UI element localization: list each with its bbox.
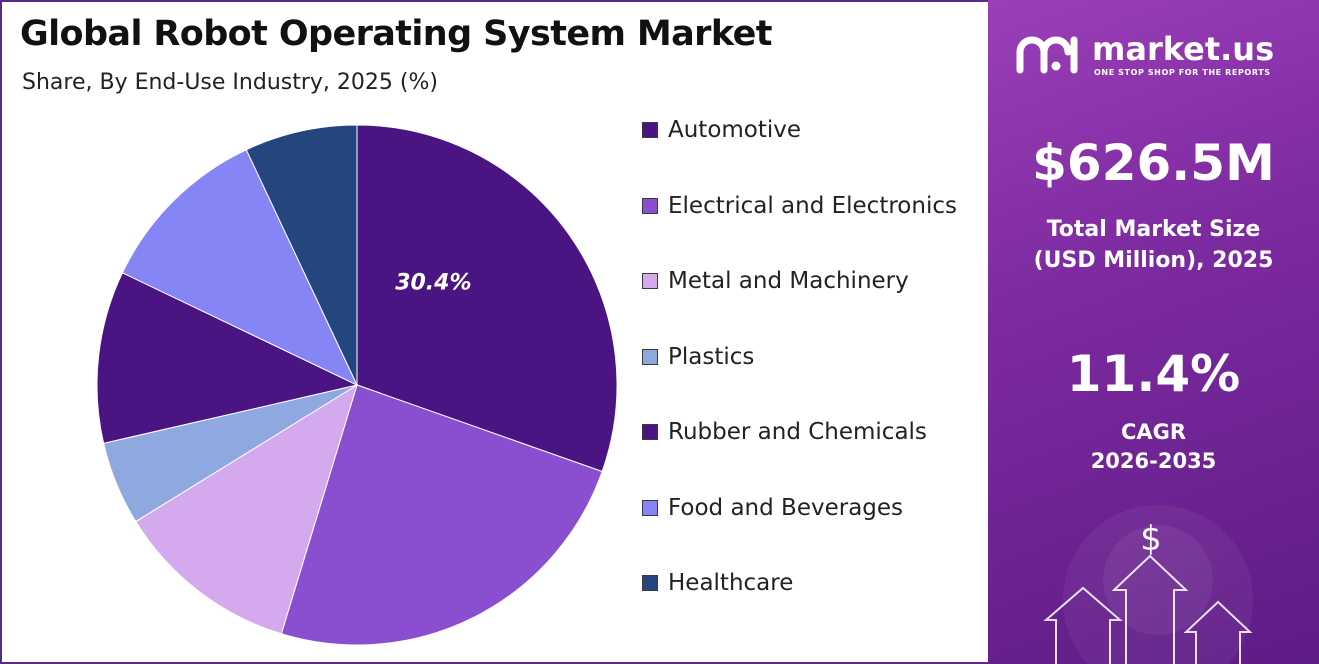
legend-label: Plastics: [668, 343, 755, 370]
chart-panel: Global Robot Operating System Market Sha…: [0, 0, 988, 664]
cagr-label-line1: CAGR: [1120, 420, 1187, 444]
legend-swatch: [642, 424, 658, 440]
market-size-label-line1: Total Market Size: [1046, 217, 1261, 242]
market-size-value: $626.5M: [1032, 134, 1275, 192]
legend-label: Rubber and Chemicals: [668, 419, 927, 445]
legend-label: Electrical and Electronics: [668, 192, 957, 219]
cagr-label-line2: 2026-2035: [1090, 449, 1217, 473]
brand-tagline: ONE STOP SHOP FOR THE REPORTS: [1094, 68, 1271, 77]
pie-data-label: 30.4%: [395, 271, 471, 296]
legend-label: Healthcare: [668, 570, 794, 596]
summary-panel: $ market.us ONE STOP SHOP FOR THE REPORT…: [988, 0, 1319, 664]
legend-label: Food and Beverages: [668, 494, 904, 521]
legend-item: Rubber and Chemicals: [642, 414, 927, 450]
legend-item: Food and Beverages: [642, 490, 903, 526]
chart-title: Global Robot Operating System Market: [20, 14, 772, 54]
brand-logo: market.us ONE STOP SHOP FOR THE REPORTS: [1014, 30, 1304, 90]
pie-slice-rubber-and-chemicals: [96, 272, 359, 444]
background-decoration: $: [1043, 505, 1253, 664]
up-arrow-icon: [1043, 554, 1253, 664]
legend-swatch: [642, 197, 658, 214]
legend-item: Plastics: [642, 339, 754, 375]
brand-name: market.us: [1092, 30, 1275, 68]
legend-swatch: [642, 575, 658, 591]
legend-swatch: [642, 348, 658, 365]
legend-swatch: [642, 273, 658, 289]
legend-swatch: [642, 499, 658, 516]
pie-slice-metal-and-machinery: [135, 383, 358, 635]
legend-item: Metal and Machinery: [642, 263, 909, 299]
dollar-icon: $: [1140, 519, 1162, 559]
legend-label: Metal and Machinery: [668, 268, 909, 294]
pie-slice-food-and-beverages: [121, 149, 359, 387]
legend-item: Electrical and Electronics: [642, 188, 957, 224]
cagr-value: 11.4%: [1066, 345, 1241, 403]
chart-subtitle: Share, By End-Use Industry, 2025 (%): [22, 70, 438, 95]
pie-slice-electrical-and-electronics: [280, 384, 603, 646]
legend-item: Healthcare: [642, 565, 793, 601]
legend-item: Automotive: [642, 112, 801, 148]
legend-label: Automotive: [668, 117, 802, 143]
pie-slice-automotive: [356, 124, 618, 473]
market-size-label-line2: (USD Million), 2025: [1033, 248, 1274, 273]
legend-swatch: [642, 122, 658, 138]
pie-chart: 30.4%: [96, 124, 618, 646]
market-us-logo-icon: [1016, 36, 1078, 74]
pie-slice-healthcare: [245, 124, 358, 386]
